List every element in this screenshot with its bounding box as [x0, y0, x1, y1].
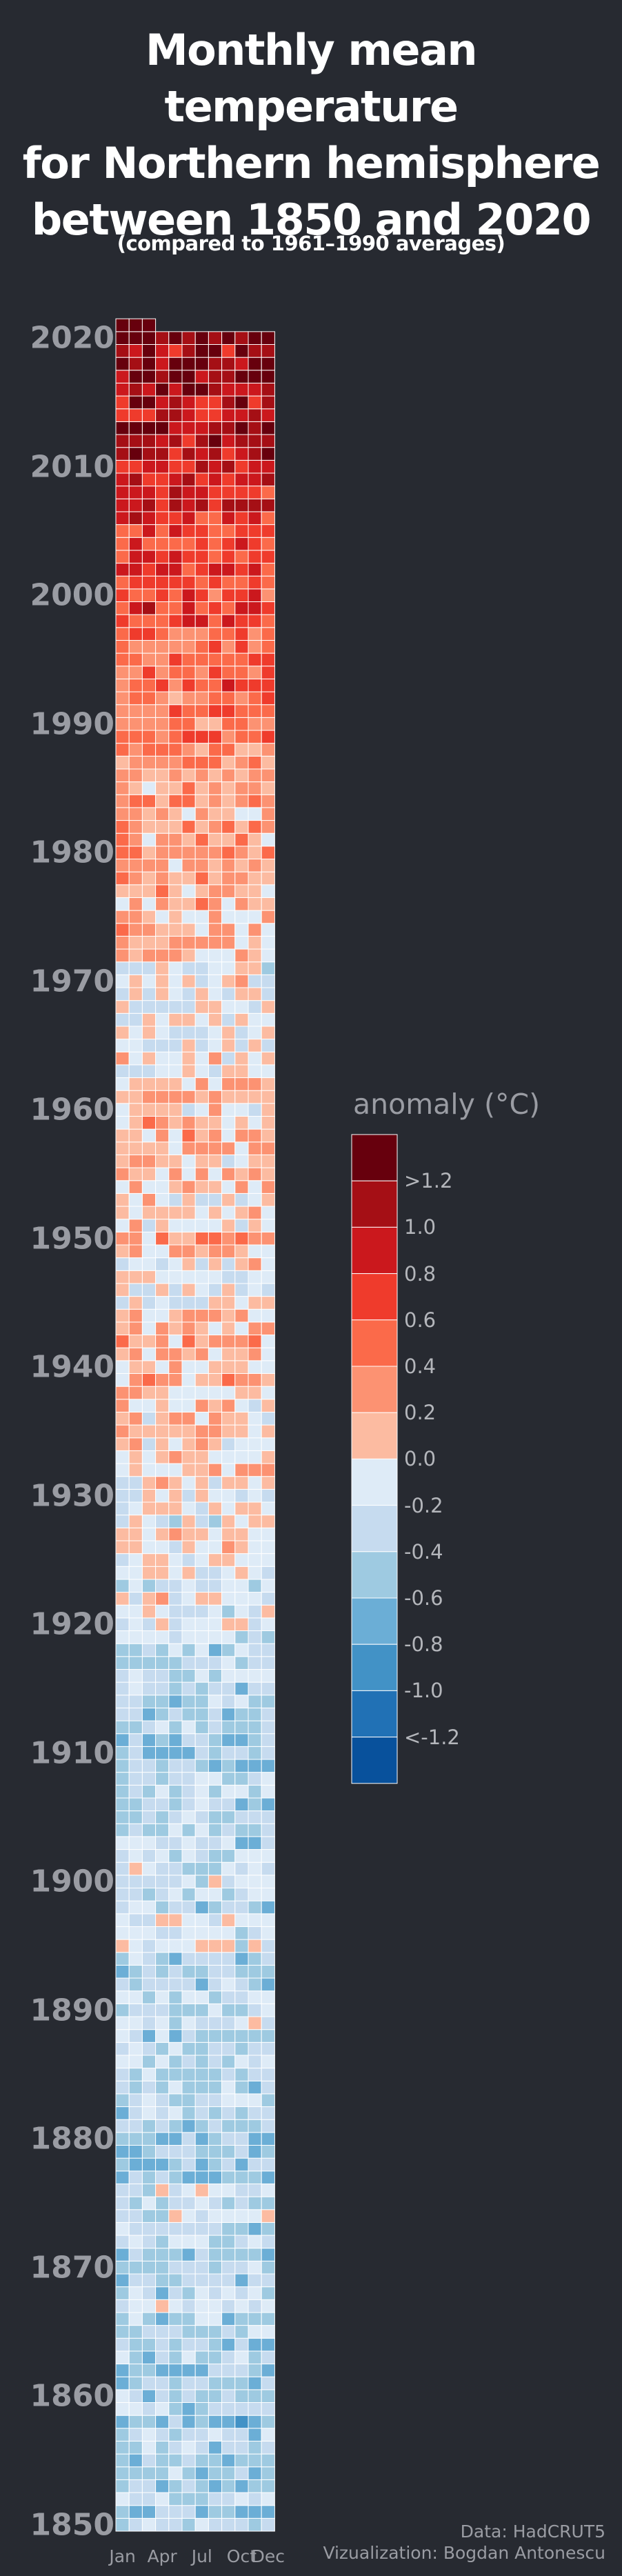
legend-swatch: [351, 1319, 398, 1367]
legend-label: 0.8: [404, 1261, 437, 1286]
chart-title: Monthly mean temperature for Northern he…: [22, 25, 601, 245]
legend-swatch: [351, 1644, 398, 1691]
legend-label: 0.2: [404, 1401, 437, 1425]
legend-label: -0.8: [404, 1633, 443, 1657]
legend-label: <-1.2: [404, 1725, 460, 1749]
legend-swatch: [351, 1458, 398, 1506]
legend-label: 0.6: [404, 1308, 437, 1332]
legend-label: 0.0: [404, 1447, 437, 1471]
chart-subtitle: (compared to 1961–1990 averages): [117, 232, 505, 255]
legend-swatch: [351, 1505, 398, 1552]
legend-swatch: [351, 1366, 398, 1413]
legend-label: 0.4: [404, 1355, 437, 1378]
credit-visualization: Vizualization: Bogdan Antonescu: [323, 2543, 605, 2563]
legend-swatch: [351, 1551, 398, 1599]
credit-data-source: Data: HadCRUT5: [460, 2522, 605, 2542]
legend-swatch: [351, 1134, 398, 1181]
legend-swatch: [351, 1226, 398, 1275]
legend-label: -0.4: [404, 1539, 443, 1564]
legend-label: -0.2: [404, 1493, 443, 1517]
legend-label: 1.0: [404, 1215, 437, 1239]
legend-label: -1.0: [404, 1679, 443, 1703]
legend-swatch: [351, 1597, 398, 1645]
legend-label: -0.6: [404, 1586, 443, 1610]
legend-label: >1.2: [404, 1169, 453, 1193]
legend-swatch: [351, 1690, 398, 1738]
legend-swatch: [351, 1412, 398, 1459]
legend-swatch: [351, 1180, 398, 1228]
legend-swatch: [351, 1273, 398, 1321]
credits: Data: HadCRUT5 Vizualization: Bogdan Ant…: [323, 2521, 605, 2564]
legend-swatch: [351, 1737, 398, 1784]
